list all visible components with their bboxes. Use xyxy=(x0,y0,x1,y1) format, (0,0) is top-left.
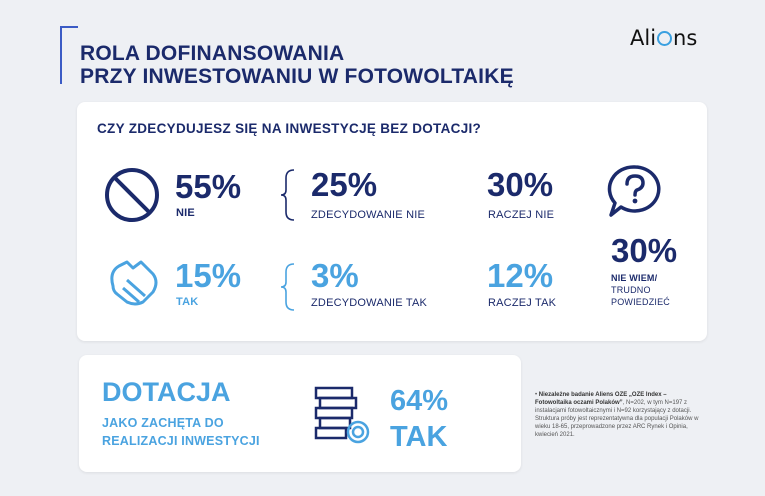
yes-definitely-label: ZDECYDOWANIE TAK xyxy=(311,297,428,309)
dontknow-label-1: NIE WIEM/ xyxy=(611,273,658,283)
yes-total-pct: 15% xyxy=(175,257,242,294)
logo-text-right: ns xyxy=(673,26,698,50)
subsidy-subtitle-line-1: JAKO ZACHĘTA DO xyxy=(102,416,224,430)
yes-rather-pct: 12% xyxy=(487,257,554,294)
footnote-text: , N=202, w tym N=197 z instalacjami foto… xyxy=(535,400,699,438)
subsidy-title: DOTACJA xyxy=(102,377,231,407)
dontknow-label-2: TRUDNO xyxy=(611,285,651,295)
subsidy-subtitle: JAKO ZACHĘTA DO REALIZACJI INWESTYCJI xyxy=(102,414,260,450)
no-entry-icon xyxy=(105,168,159,222)
no-definitely-label: ZDECYDOWANIE NIE xyxy=(311,209,426,221)
aliens-logo: Ali ns xyxy=(630,26,697,50)
subsidy-subtitle-line-2: REALIZACJI INWESTYCJI xyxy=(102,434,260,448)
logo-text-left: Ali xyxy=(630,26,657,50)
survey-question: CZY ZDECYDUJESZ SIĘ NA INWESTYCJĘ BEZ DO… xyxy=(97,121,482,136)
dontknow-pct: 30% xyxy=(611,232,678,269)
footnote: • Niezależne badanie Aliens OZE „OZE Ind… xyxy=(535,392,699,438)
decor-line-horizontal xyxy=(60,26,78,28)
page-title: ROLA DOFINANSOWANIA PRZY INWESTOWANIU W … xyxy=(80,42,514,88)
dontknow-label-3: POWIEDZIEĆ xyxy=(611,297,671,307)
survey-card xyxy=(77,102,707,341)
no-brace xyxy=(280,169,295,221)
title-line-1: ROLA DOFINANSOWANIA xyxy=(80,42,345,65)
coins-stack-icon xyxy=(314,386,370,444)
yes-definitely-pct: 3% xyxy=(311,257,359,294)
yes-total-label: TAK xyxy=(176,296,199,308)
title-line-2: PRZY INWESTOWANIU W FOTOWOLTAIKĘ xyxy=(80,65,514,88)
footnote-bold: Niezależne badanie Aliens OZE „OZE Index… xyxy=(535,392,667,406)
no-total-pct: 55% xyxy=(175,168,242,205)
no-rather-pct: 30% xyxy=(487,166,554,203)
no-definitely-pct: 25% xyxy=(311,166,378,203)
handshake-icon xyxy=(110,260,158,306)
yes-rather-label: RACZEJ TAK xyxy=(488,297,557,309)
decor-line-vertical xyxy=(60,26,62,84)
no-rather-label: RACZEJ NIE xyxy=(488,209,555,221)
logo-ring-icon xyxy=(657,31,673,46)
subsidy-pct: 64% xyxy=(390,385,449,417)
no-total-label: NIE xyxy=(176,207,195,219)
yes-brace xyxy=(280,263,295,311)
subsidy-label: TAK xyxy=(390,421,448,453)
subsidy-card xyxy=(79,355,521,472)
question-bubble-icon xyxy=(607,165,661,217)
